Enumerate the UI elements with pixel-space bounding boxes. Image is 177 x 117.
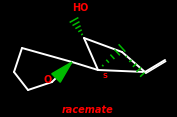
Text: HO: HO — [72, 3, 88, 13]
Text: racemate: racemate — [62, 105, 114, 115]
Text: O: O — [44, 75, 52, 85]
Text: S: S — [102, 73, 107, 79]
Polygon shape — [52, 62, 72, 82]
